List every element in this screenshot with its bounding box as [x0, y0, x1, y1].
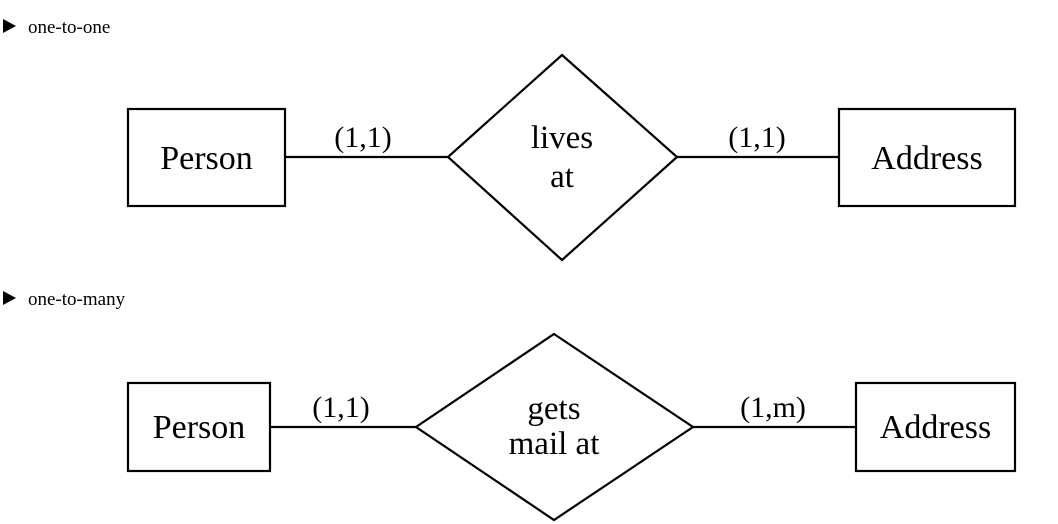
- entity-address-box: [837, 107, 1017, 208]
- bullet-triangle-icon: [3, 291, 16, 305]
- relationship-lives-at-diamond: [446, 53, 679, 262]
- cardinality-left: (1,1): [312, 391, 369, 424]
- relationship-gets-mail-at-diamond: [414, 332, 695, 522]
- relationship-label-line2: mail at: [509, 426, 600, 462]
- section-one-to-many: one-to-many Person gets mail at Address …: [3, 289, 1017, 522]
- cardinality-right: (1,m): [740, 391, 806, 424]
- relationship-label-line1: gets: [527, 391, 580, 427]
- relationship-label-line2: at: [550, 159, 574, 195]
- entity-person-box: [126, 381, 272, 473]
- entity-address-box: [854, 381, 1017, 473]
- bullet-label-one-to-one: one-to-one: [28, 17, 110, 38]
- section-one-to-one: one-to-one Person lives at Address (1,1)…: [3, 17, 1017, 262]
- entity-address-label: Address: [880, 409, 991, 446]
- relationship-label-line1: lives: [531, 120, 593, 156]
- cardinality-left: (1,1): [334, 121, 391, 154]
- entity-person-box: [126, 107, 287, 208]
- bullet-triangle-icon: [3, 19, 16, 33]
- cardinality-right: (1,1): [728, 121, 785, 154]
- entity-person-label: Person: [153, 409, 246, 446]
- bullet-label-one-to-many: one-to-many: [28, 289, 126, 310]
- entity-address-label: Address: [871, 140, 982, 177]
- entity-person-label: Person: [160, 140, 253, 177]
